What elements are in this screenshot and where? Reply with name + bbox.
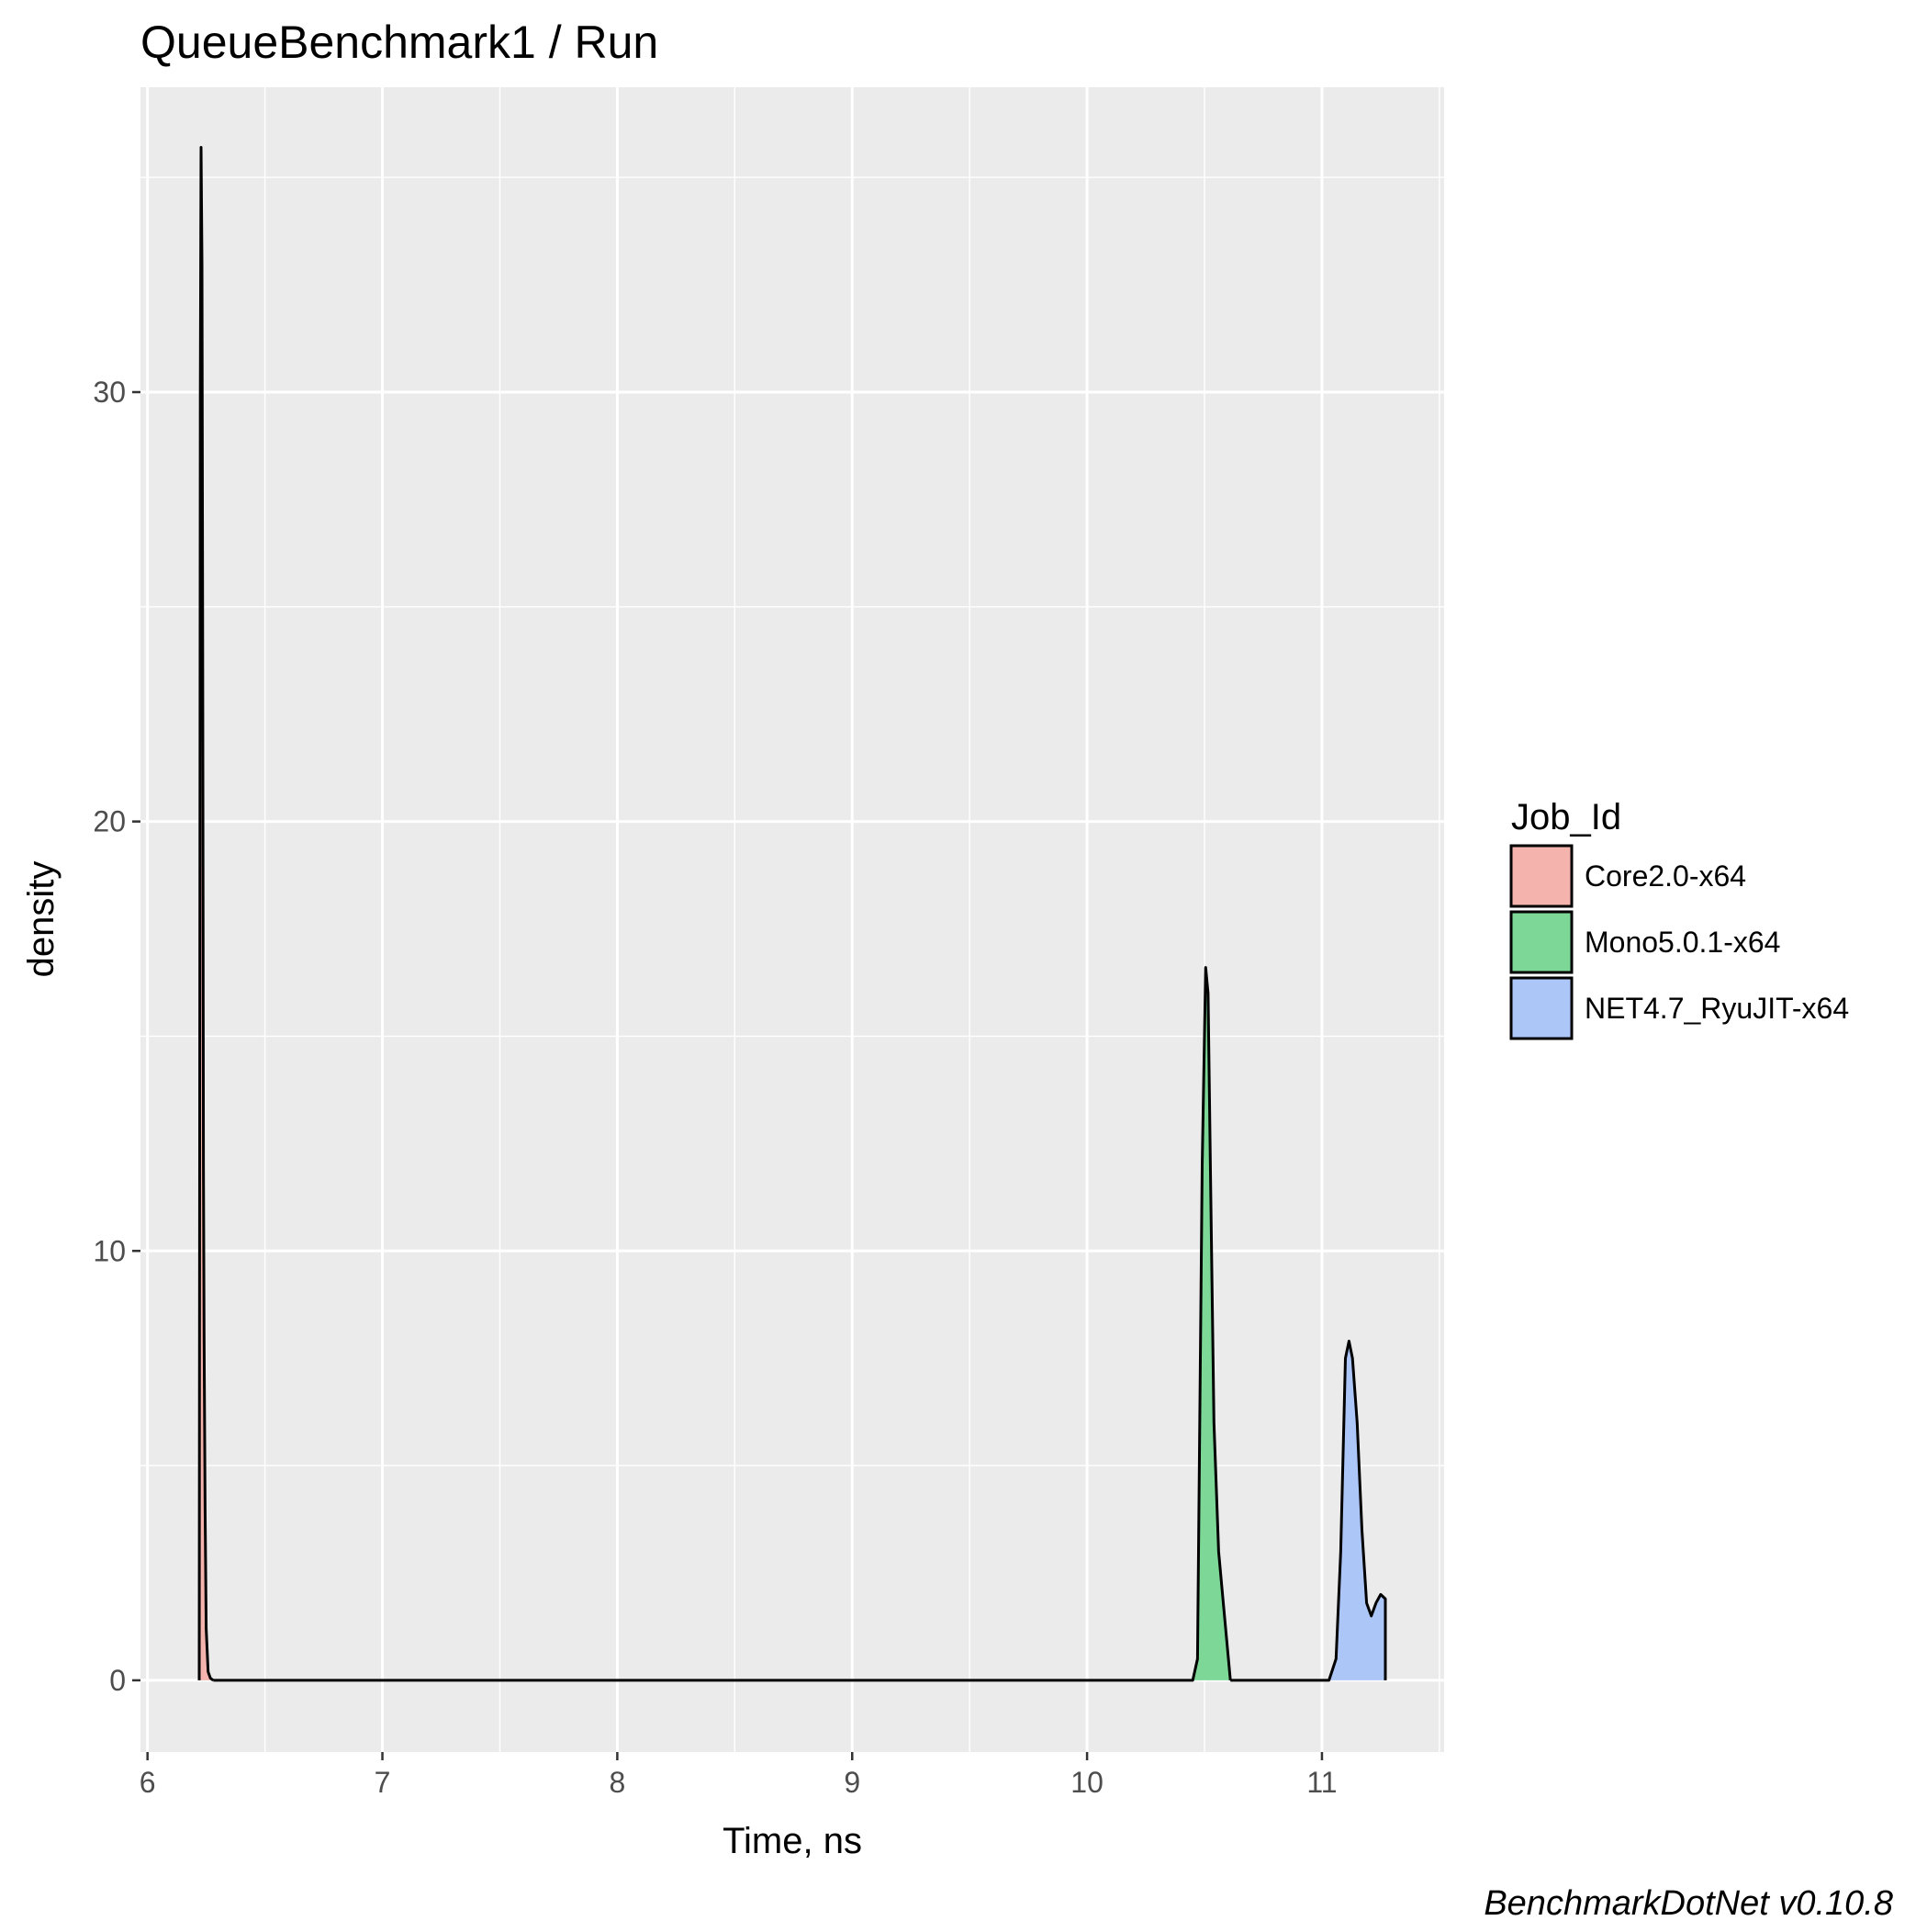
tick-layer: 6 7 8 9 10 11 0 10 20 30 [93,376,1337,1799]
x-tick-label: 10 [1070,1766,1104,1799]
x-axis-title: Time, ns [723,1821,862,1861]
density-outline-2 [1230,1340,1387,1682]
legend-key-0 [1509,844,1574,908]
legend-label-2: NET4.7_RyuJIT-x64 [1585,992,1849,1025]
x-tick-label: 7 [375,1766,391,1799]
legend: Job_Id Core2.0-x64 Mono5.0.1-x64 NET4.7_Ry… [1509,797,1849,1040]
x-tick-label: 6 [140,1766,156,1799]
y-tick-label: 0 [109,1664,126,1697]
density-area-2 [1230,1341,1385,1680]
density-outline-0 [197,146,215,1682]
x-tick-label: 8 [609,1766,625,1799]
chart-title: QueueBenchmark1 / Run [140,17,658,68]
area-layer [197,146,1387,1682]
legend-key-2 [1509,976,1574,1040]
legend-key-1 [1509,910,1574,974]
y-tick-label: 10 [93,1234,126,1267]
x-tick-label: 9 [844,1766,860,1799]
plot-panel [140,87,1444,1752]
y-tick-label: 30 [93,376,126,409]
y-axis-title: density [21,861,62,978]
legend-title: Job_Id [1511,797,1621,837]
y-tick-label: 20 [93,805,126,838]
x-tick-label: 11 [1306,1766,1337,1799]
legend-label-0: Core2.0-x64 [1585,859,1746,893]
caption: BenchmarkDotNet v0.10.8 [1484,1884,1893,1923]
legend-label-1: Mono5.0.1-x64 [1585,926,1780,959]
density-outline-1 [213,966,1232,1682]
